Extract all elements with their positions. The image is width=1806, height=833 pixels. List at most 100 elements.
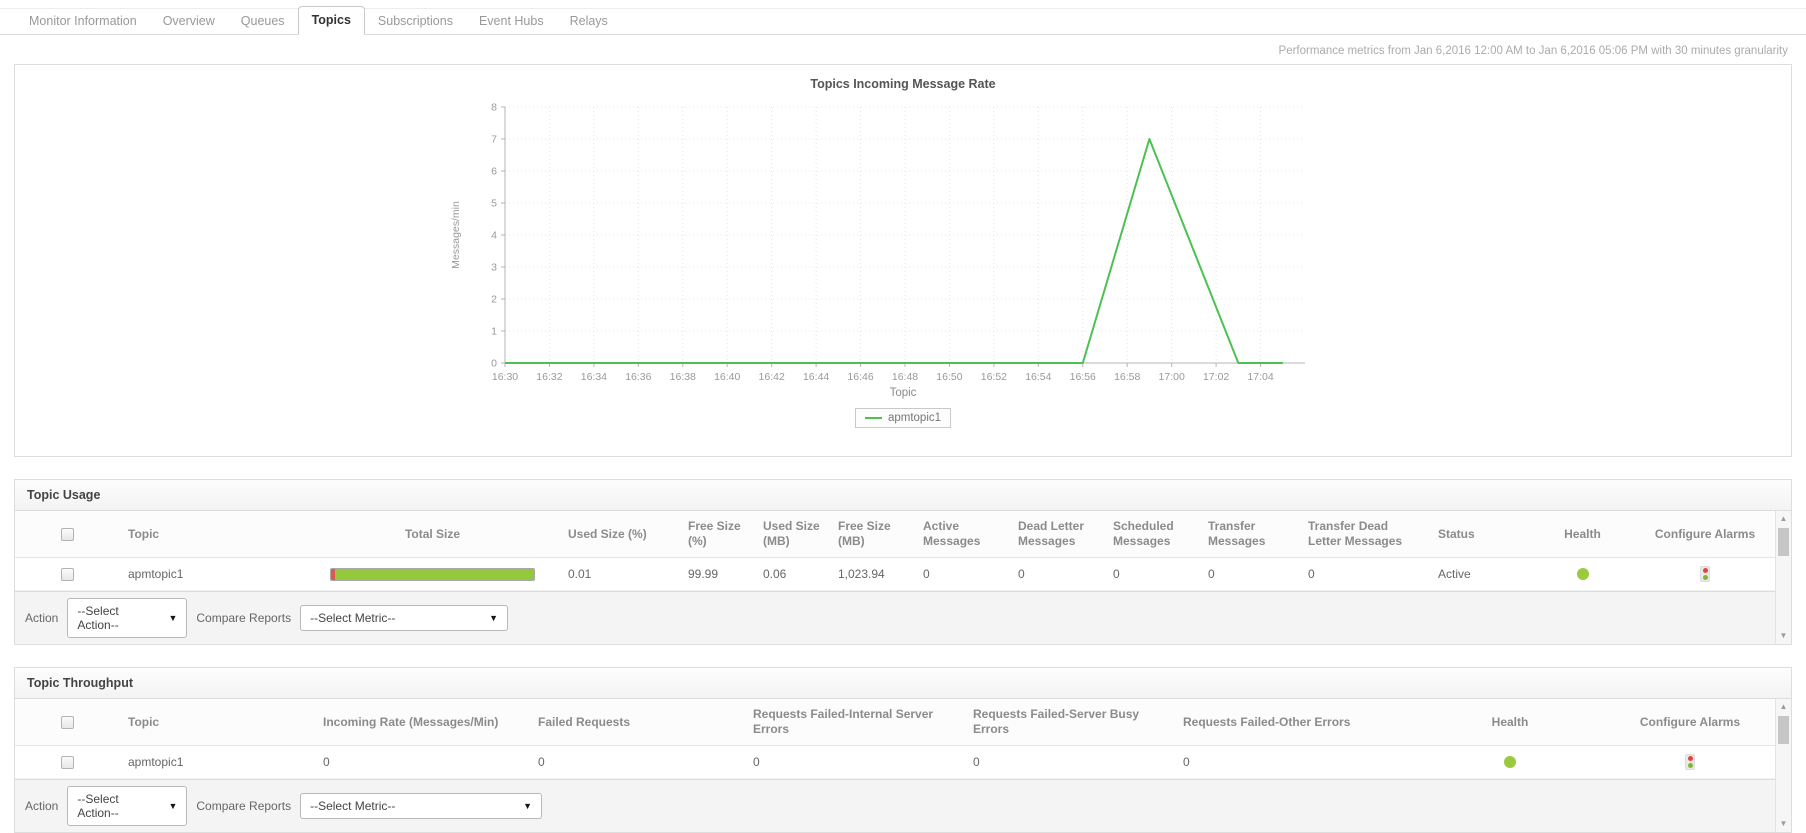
col-health: Health xyxy=(1530,511,1635,558)
row-checkbox[interactable] xyxy=(61,755,74,769)
x-tick-label: 17:00 xyxy=(1159,371,1185,383)
col-configure-alarms: Configure Alarms xyxy=(1635,511,1775,558)
topic-usage-action-bar: Action --Select Action-- ▼ Compare Repor… xyxy=(15,591,1775,644)
x-tick-label: 17:04 xyxy=(1247,371,1273,383)
performance-metrics-note: Performance metrics from Jan 6,2016 12:0… xyxy=(1278,45,1788,57)
scroll-up-icon[interactable]: ▲ xyxy=(1779,702,1788,711)
col-used-size-mb: Used Size (MB) xyxy=(755,511,830,558)
chart-panel: Topics Incoming Message Rate 0 1 2 3 4 5 6 7 8 16… xyxy=(14,64,1792,457)
total-size-bar-used xyxy=(331,568,336,580)
chevron-down-icon: ▼ xyxy=(168,801,178,811)
x-tick-label: 17:02 xyxy=(1203,371,1229,383)
x-tick-label: 16:34 xyxy=(581,371,607,383)
action-select[interactable]: --Select Action-- ▼ xyxy=(67,786,188,826)
tab-overview[interactable]: Overview xyxy=(162,14,215,28)
col-status: Status xyxy=(1430,511,1530,558)
tab-relays[interactable]: Relays xyxy=(569,14,608,28)
scroll-down-icon[interactable]: ▼ xyxy=(1779,819,1788,828)
compare-reports-label: Compare Reports xyxy=(196,799,292,813)
y-tick-label: 2 xyxy=(491,294,497,306)
topic-usage-panel: Topic Usage Topic Total Size Used Size (… xyxy=(14,479,1792,645)
y-tick-label: 4 xyxy=(491,230,497,242)
col-configure-alarms: Configure Alarms xyxy=(1605,699,1775,746)
y-tick-label: 8 xyxy=(491,102,497,114)
scheduled-messages-value: 0 xyxy=(1105,557,1200,591)
compare-metric-select[interactable]: --Select Metric-- ▼ xyxy=(300,793,543,819)
transfer-dead-letter-messages-value: 0 xyxy=(1300,557,1430,591)
topic-throughput-table: Topic Incoming Rate (Messages/Min) Faile… xyxy=(15,699,1775,779)
legend-item-apmtopic1[interactable]: apmtopic1 xyxy=(854,408,952,428)
configure-alarms-icon[interactable] xyxy=(1700,566,1710,582)
topic-throughput-scrollbar[interactable]: ▲ ▼ xyxy=(1775,699,1791,832)
x-tick-label: 16:50 xyxy=(936,371,962,383)
alarm-green-dot xyxy=(1702,574,1708,580)
x-tick-label: 16:30 xyxy=(492,371,518,383)
select-all-checkbox[interactable] xyxy=(61,715,74,729)
select-all-checkbox[interactable] xyxy=(61,527,74,541)
col-transfer-dead-letter-messages: Transfer Dead Letter Messages xyxy=(1300,511,1430,558)
col-transfer-messages: Transfer Messages xyxy=(1200,511,1300,558)
alarm-red-dot xyxy=(1687,756,1693,762)
compare-reports-label: Compare Reports xyxy=(196,611,292,625)
tab-monitor-information[interactable]: Monitor Information xyxy=(29,14,137,28)
row-checkbox[interactable] xyxy=(61,567,74,581)
y-tick-label: 1 xyxy=(491,326,497,338)
total-size-bar xyxy=(330,567,535,581)
topic-usage-row-apmtopic1: apmtopic1 0.01 99.99 0.06 1,023.94 0 0 0… xyxy=(15,557,1775,591)
x-tick-label: 16:42 xyxy=(759,371,785,383)
legend-label: apmtopic1 xyxy=(887,412,942,424)
server-busy-errors-value: 0 xyxy=(965,745,1175,779)
compare-metric-select[interactable]: --Select Metric-- ▼ xyxy=(300,605,509,631)
x-tick-label: 16:52 xyxy=(981,371,1007,383)
x-tick-label: 16:44 xyxy=(803,371,829,383)
tab-topics[interactable]: Topics xyxy=(297,6,365,35)
tab-event-hubs[interactable]: Event Hubs xyxy=(478,14,544,28)
chevron-down-icon: ▼ xyxy=(489,613,499,623)
col-dead-letter-messages: Dead Letter Messages xyxy=(1010,511,1105,558)
internal-server-errors-value: 0 xyxy=(745,745,965,779)
scroll-up-icon[interactable]: ▲ xyxy=(1779,514,1788,523)
action-label: Action xyxy=(25,799,59,813)
active-messages-value: 0 xyxy=(915,557,1010,591)
topic-throughput-panel: Topic Throughput Topic Incoming Rate (Me… xyxy=(14,667,1792,833)
x-tick-label: 16:38 xyxy=(670,371,696,383)
used-size-pct-value: 0.01 xyxy=(560,557,680,591)
tab-subscriptions[interactable]: Subscriptions xyxy=(377,14,453,28)
col-topic: Topic xyxy=(120,511,305,558)
col-active-messages: Active Messages xyxy=(915,511,1010,558)
alarm-red-dot xyxy=(1702,568,1708,574)
x-tick-label: 16:32 xyxy=(536,371,562,383)
health-ok-icon xyxy=(1504,756,1516,768)
status-value: Active xyxy=(1430,557,1530,591)
tab-queues[interactable]: Queues xyxy=(240,14,285,28)
x-tick-label: 16:54 xyxy=(1025,371,1051,383)
col-health: Health xyxy=(1415,699,1605,746)
col-free-size-pct: Free Size (%) xyxy=(680,511,755,558)
x-tick-label: 16:56 xyxy=(1070,371,1096,383)
topic-throughput-title: Topic Throughput xyxy=(15,668,1791,699)
free-size-mb-value: 1,023.94 xyxy=(830,557,915,591)
x-tick-label: 16:36 xyxy=(625,371,651,383)
scroll-down-icon[interactable]: ▼ xyxy=(1779,631,1788,640)
other-errors-value: 0 xyxy=(1175,745,1415,779)
configure-alarms-icon[interactable] xyxy=(1685,754,1695,770)
topic-usage-header-row: Topic Total Size Used Size (%) Free Size… xyxy=(15,511,1775,558)
y-tick-label: 3 xyxy=(491,262,497,274)
x-tick-label: 16:46 xyxy=(847,371,873,383)
topic-name: apmtopic1 xyxy=(120,557,305,591)
incoming-message-rate-chart: 0 1 2 3 4 5 6 7 8 16:30 16:32 16:34 16:36 16:38 16:40 1… xyxy=(450,102,1305,383)
used-size-mb-value: 0.06 xyxy=(755,557,830,591)
topic-usage-scrollbar[interactable]: ▲ ▼ xyxy=(1775,511,1791,644)
action-select[interactable]: --Select Action-- ▼ xyxy=(67,598,188,638)
alarm-green-dot xyxy=(1687,762,1693,768)
col-server-busy-errors: Requests Failed-Server Busy Errors xyxy=(965,699,1175,746)
topic-throughput-row-apmtopic1: apmtopic1 0 0 0 0 0 xyxy=(15,745,1775,779)
topic-usage-table: Topic Total Size Used Size (%) Free Size… xyxy=(15,511,1775,591)
chart-x-axis-label: Topic xyxy=(889,387,917,399)
col-failed-requests: Failed Requests xyxy=(530,699,745,746)
scrollbar-thumb[interactable] xyxy=(1778,528,1789,556)
action-label: Action xyxy=(25,611,59,625)
scrollbar-thumb[interactable] xyxy=(1778,716,1789,744)
total-size-bar-free xyxy=(335,568,534,580)
col-scheduled-messages: Scheduled Messages xyxy=(1105,511,1200,558)
